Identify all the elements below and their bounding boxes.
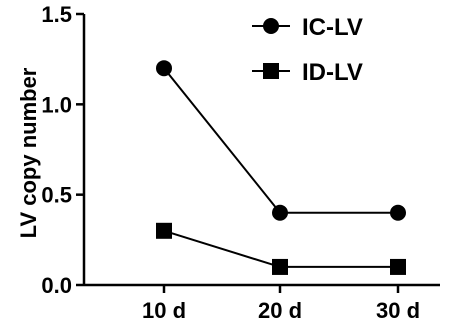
series-layer [156,60,406,275]
x-tick-label: 20 d [258,298,302,323]
y-tick-label: 0.0 [41,273,72,298]
series-ic-lv [156,60,406,221]
data-point-square [390,258,406,275]
legend: IC-LV ID-LV [252,14,363,86]
data-point-circle [272,204,288,221]
data-point-circle [390,204,406,221]
series-id-lv [156,222,406,275]
legend-label: IC-LV [302,14,363,41]
x-tick-label: 30 d [376,298,420,323]
x-tick-label: 10 d [142,298,186,323]
data-point-square [156,222,172,239]
legend-item: IC-LV [252,14,363,41]
data-point-circle [156,60,172,77]
axes: 0.0 0.5 1.0 1.5 10 d 20 d 30 d [41,2,440,323]
y-tick-label: 1.5 [41,2,72,27]
series-line [163,67,398,214]
y-tick-label: 0.5 [41,183,72,208]
legend-label: ID-LV [302,59,363,86]
y-tick-label: 1.0 [41,92,72,117]
legend-marker-circle [263,18,279,34]
legend-marker-square [263,63,279,79]
y-axis-label: LV copy number [16,67,41,238]
data-point-square [272,258,288,275]
legend-item: ID-LV [252,59,363,86]
